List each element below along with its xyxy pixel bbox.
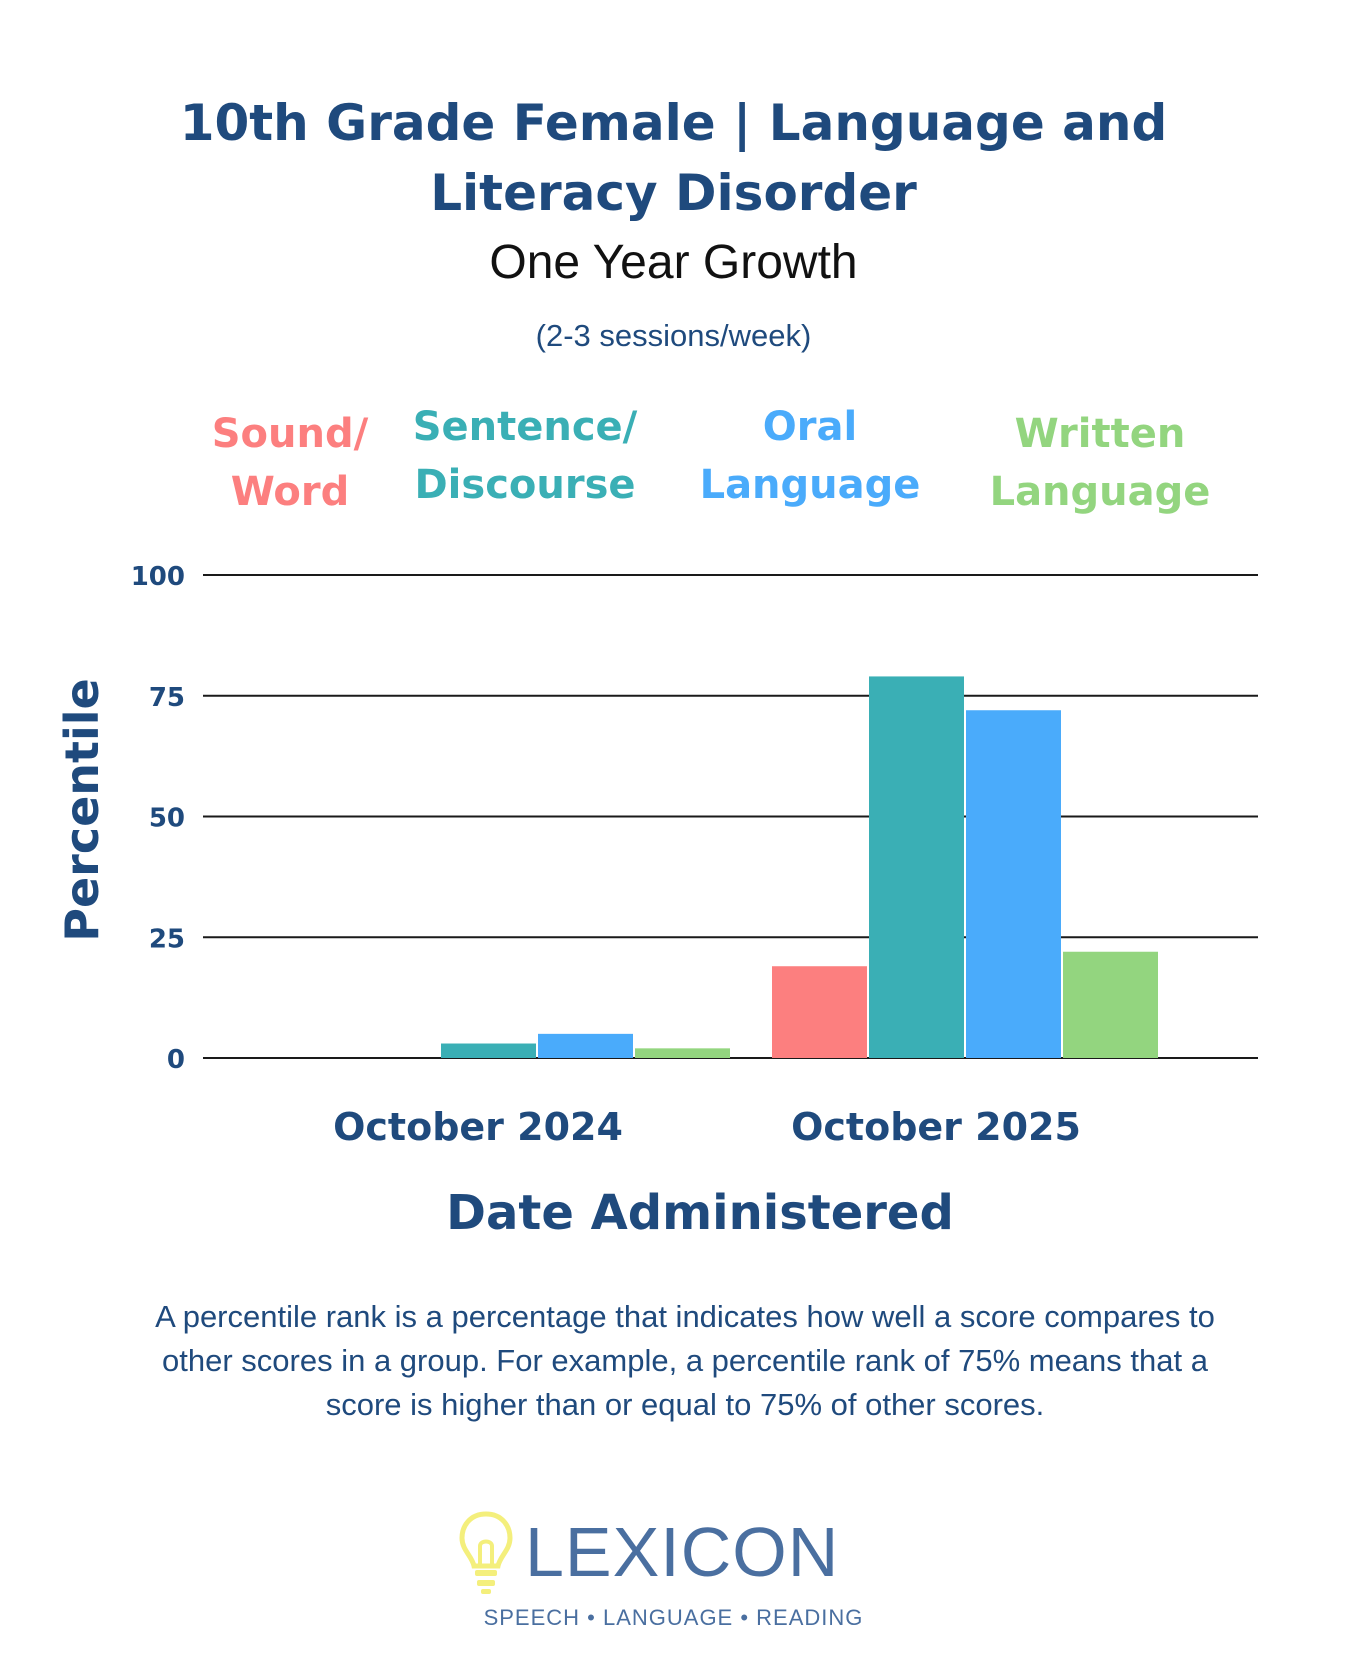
bars <box>441 676 1158 1058</box>
y-tick-labels: 0 25 50 75 100 <box>131 562 185 1075</box>
chart-title-line-2: Literacy Disorder <box>430 164 917 222</box>
bar-written-language-1 <box>1063 951 1158 1058</box>
logo-tagline: SPEECH • LANGUAGE • READING <box>483 1605 864 1630</box>
bar-sentence-discourse-0 <box>441 1043 536 1058</box>
legend-sentence-discourse-line-1: Sentence/ <box>412 404 638 450</box>
legend-oral-language-line-1: Oral <box>762 404 858 450</box>
legend-written-language-line-1: Written <box>1014 411 1186 457</box>
bar-chart: 0 25 50 75 100 October 2024 October 2025 <box>131 562 1258 1149</box>
y-tick-label: 0 <box>167 1045 185 1075</box>
x-tick-label: October 2025 <box>791 1105 1081 1149</box>
legend-sentence-discourse: Sentence/ Discourse <box>385 398 665 514</box>
lightbulb-icon <box>459 1511 513 1594</box>
legend-sound-word: Sound/ Word <box>170 405 410 521</box>
x-tick-labels: October 2024 October 2025 <box>333 1105 1081 1149</box>
y-tick-label: 75 <box>149 683 185 713</box>
legend-sound-word-line-2: Word <box>230 469 350 515</box>
y-tick-label: 25 <box>149 924 185 954</box>
legend-written-language: Written Language <box>975 405 1225 521</box>
bar-sound-word-1 <box>772 966 867 1058</box>
chart-title-line-1: 10th Grade Female | Language and <box>179 94 1168 152</box>
legend-written-language-line-2: Language <box>989 469 1211 515</box>
y-tick-label: 100 <box>131 562 185 592</box>
bar-oral-language-0 <box>538 1033 633 1058</box>
logo-wordmark: LEXICON <box>525 1513 840 1591</box>
chart-subtitle-sessions: (2-3 sessions/week) <box>535 318 812 353</box>
chart-title: 10th Grade Female | Language and Literac… <box>0 88 1347 228</box>
y-axis-label: Percentile <box>55 678 109 942</box>
bar-oral-language-1 <box>966 710 1061 1058</box>
x-tick-label: October 2024 <box>333 1105 623 1149</box>
bar-written-language-0 <box>635 1048 730 1058</box>
x-axis-label: Date Administered <box>446 1185 954 1241</box>
legend-sentence-discourse-line-2: Discourse <box>414 462 636 508</box>
legend-sound-word-line-1: Sound/ <box>211 411 369 457</box>
y-tick-label: 50 <box>149 804 185 834</box>
bar-sentence-discourse-1 <box>869 676 964 1058</box>
legend-oral-language-line-2: Language <box>699 462 921 508</box>
legend-oral-language: Oral Language <box>690 398 930 514</box>
gridlines <box>203 574 1258 1059</box>
chart-subtitle: One Year Growth <box>489 236 858 289</box>
footnote: A percentile rank is a percentage that i… <box>155 1299 1215 1422</box>
